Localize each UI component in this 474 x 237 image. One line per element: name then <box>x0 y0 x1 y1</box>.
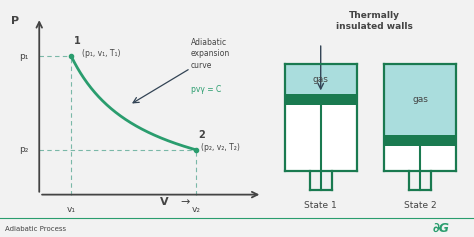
Text: p₂: p₂ <box>19 145 28 154</box>
Text: State 1: State 1 <box>304 201 337 210</box>
Bar <box>285 64 356 94</box>
Text: v₁: v₁ <box>67 205 75 214</box>
Bar <box>285 94 356 105</box>
Text: ∂G: ∂G <box>432 222 449 235</box>
Bar <box>285 64 356 171</box>
Text: pvγ = C: pvγ = C <box>191 85 221 94</box>
Text: Adiabatic Process: Adiabatic Process <box>5 226 66 232</box>
Text: Adiabatic
expansion
curve: Adiabatic expansion curve <box>191 38 230 70</box>
Text: gas: gas <box>313 75 328 84</box>
Text: Thermally
insulated walls: Thermally insulated walls <box>336 11 413 31</box>
Text: 1: 1 <box>74 36 81 46</box>
Text: p₁: p₁ <box>19 51 28 60</box>
Text: v₂: v₂ <box>191 205 201 214</box>
Text: P: P <box>11 16 19 26</box>
Text: gas: gas <box>412 95 428 104</box>
Text: (p₁, v₁, T₁): (p₁, v₁, T₁) <box>82 50 120 59</box>
Text: →: → <box>181 197 190 207</box>
Text: 2: 2 <box>199 130 205 140</box>
Text: (p₂, v₂, T₂): (p₂, v₂, T₂) <box>201 143 240 152</box>
Text: V: V <box>160 197 168 207</box>
Bar <box>384 64 456 135</box>
Bar <box>384 135 456 146</box>
Text: State 2: State 2 <box>404 201 437 210</box>
Bar <box>384 64 456 171</box>
